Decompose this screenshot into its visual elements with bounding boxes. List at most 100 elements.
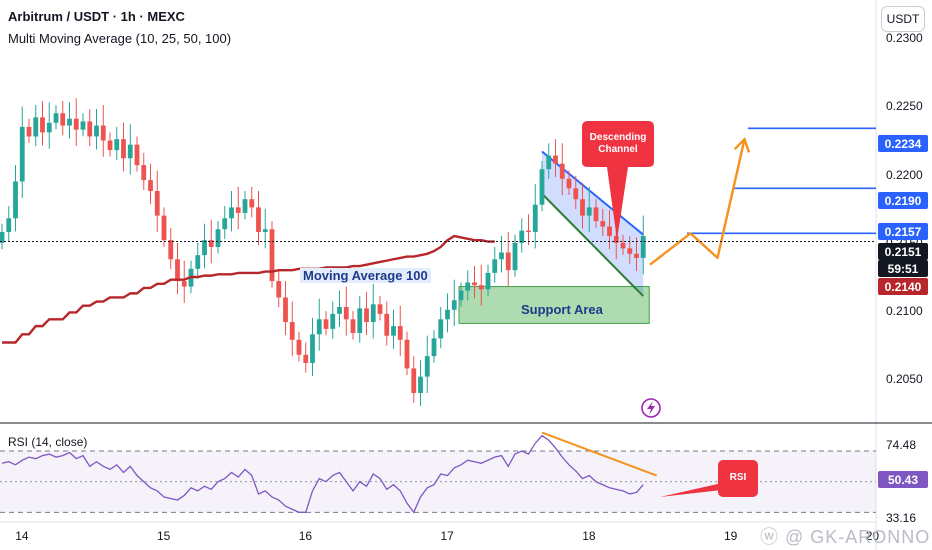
level-tag-0.2190[interactable]: 0.2190 (878, 192, 928, 209)
candle-body[interactable] (87, 121, 93, 137)
candle-body[interactable] (154, 191, 160, 216)
candle-body[interactable] (526, 230, 531, 232)
candle-body[interactable] (127, 144, 133, 159)
candle-body[interactable] (296, 339, 302, 355)
candle-body[interactable] (202, 240, 207, 256)
candle-body[interactable] (411, 368, 417, 393)
candle-body[interactable] (269, 229, 275, 282)
candle-body[interactable] (418, 376, 423, 393)
candle-body[interactable] (94, 125, 99, 137)
candle-body[interactable] (519, 230, 525, 243)
candle-body[interactable] (330, 313, 336, 329)
candle-body[interactable] (60, 113, 66, 126)
candle-body[interactable] (431, 338, 437, 357)
candle-body[interactable] (323, 319, 329, 329)
candle-body[interactable] (222, 218, 228, 230)
candle-body[interactable] (235, 207, 241, 213)
candle-body[interactable] (613, 236, 619, 243)
candle-body[interactable] (303, 354, 309, 363)
candle-body[interactable] (499, 252, 504, 260)
indicator-title[interactable]: Multi Moving Average (10, 25, 50, 100) (8, 31, 232, 46)
candle-body[interactable] (364, 308, 369, 323)
candle-body[interactable] (33, 117, 39, 137)
candle-body[interactable] (505, 252, 511, 271)
candle-body[interactable] (539, 169, 545, 205)
candle-body[interactable] (546, 155, 552, 170)
candle-body[interactable] (316, 319, 322, 335)
channel-upper-line[interactable] (541, 150, 644, 236)
candle-body[interactable] (100, 125, 106, 141)
candle-body[interactable] (586, 207, 592, 216)
candle-body[interactable] (256, 207, 261, 232)
candle-body[interactable] (114, 139, 120, 151)
candle-body[interactable] (337, 307, 342, 314)
candle-body[interactable] (620, 242, 626, 249)
candle-body[interactable] (512, 242, 518, 271)
rsi-line[interactable] (1, 434, 644, 514)
candle-body[interactable] (532, 204, 538, 232)
candle-body[interactable] (370, 304, 376, 323)
candle-body[interactable] (472, 282, 477, 286)
candle-body[interactable] (26, 126, 32, 137)
candle-body[interactable] (573, 188, 579, 200)
candle-body[interactable] (465, 282, 471, 291)
level-tag-0.2234[interactable]: 0.2234 (878, 135, 928, 152)
candle-body[interactable] (559, 163, 565, 179)
candle-body[interactable] (384, 313, 390, 336)
candle-body[interactable] (161, 215, 167, 241)
candle-body[interactable] (458, 290, 464, 301)
candle-body[interactable] (73, 118, 79, 130)
level-tag-0.2157[interactable]: 0.2157 (878, 223, 928, 240)
candle-body[interactable] (607, 226, 612, 237)
projection-path[interactable] (649, 138, 746, 266)
candle-body[interactable] (13, 181, 18, 219)
candle-body[interactable] (6, 218, 12, 232)
candle-body[interactable] (53, 113, 59, 123)
candle-body[interactable] (80, 121, 86, 130)
candle-body[interactable] (208, 240, 214, 247)
candle-body[interactable] (478, 285, 484, 290)
candle-body[interactable] (397, 326, 403, 340)
candle-body[interactable] (377, 304, 383, 314)
candle-body[interactable] (391, 326, 396, 336)
candle-body[interactable] (148, 180, 153, 192)
candle-body[interactable] (593, 207, 599, 222)
rsi-divergence-line[interactable] (541, 431, 658, 477)
candle-body[interactable] (357, 308, 363, 333)
candle-body[interactable] (67, 118, 72, 126)
candle-body[interactable] (404, 339, 410, 369)
candle-body[interactable] (492, 259, 498, 273)
candle-body[interactable] (640, 236, 646, 258)
candle-body[interactable] (215, 229, 221, 247)
rsi-indicator-title[interactable]: RSI (14, close) (8, 435, 88, 449)
candle-body[interactable] (19, 126, 25, 182)
candle-body[interactable] (107, 140, 113, 151)
candle-body[interactable] (0, 231, 5, 243)
candle-body[interactable] (276, 281, 282, 298)
candle-body[interactable] (242, 199, 248, 213)
candle-body[interactable] (141, 165, 147, 181)
currency-selector[interactable]: USDT (881, 6, 925, 32)
candle-body[interactable] (553, 155, 558, 164)
candle-body[interactable] (229, 207, 234, 219)
symbol-title[interactable]: Arbitrum / USDT · 1h · MEXC (8, 9, 185, 24)
candle-body[interactable] (600, 221, 606, 227)
channel-lower-line[interactable] (541, 193, 644, 297)
candle-body[interactable] (445, 309, 450, 320)
candle-body[interactable] (634, 253, 639, 258)
candle-body[interactable] (121, 139, 126, 159)
ma100-tag[interactable]: 0.2140 (878, 278, 928, 295)
candle-body[interactable] (289, 322, 295, 340)
candle-body[interactable] (262, 229, 268, 232)
candle-body[interactable] (46, 122, 52, 133)
candle-body[interactable] (627, 248, 633, 254)
candle-body[interactable] (249, 199, 255, 208)
candle-body[interactable] (181, 281, 187, 287)
candle-body[interactable] (195, 255, 201, 269)
support-zone[interactable] (458, 286, 650, 324)
current-price-tag[interactable]: 0.2151 (878, 243, 928, 260)
alert-lightning-icon[interactable] (641, 398, 661, 418)
candle-body[interactable] (134, 144, 140, 166)
candle-body[interactable] (485, 272, 491, 290)
